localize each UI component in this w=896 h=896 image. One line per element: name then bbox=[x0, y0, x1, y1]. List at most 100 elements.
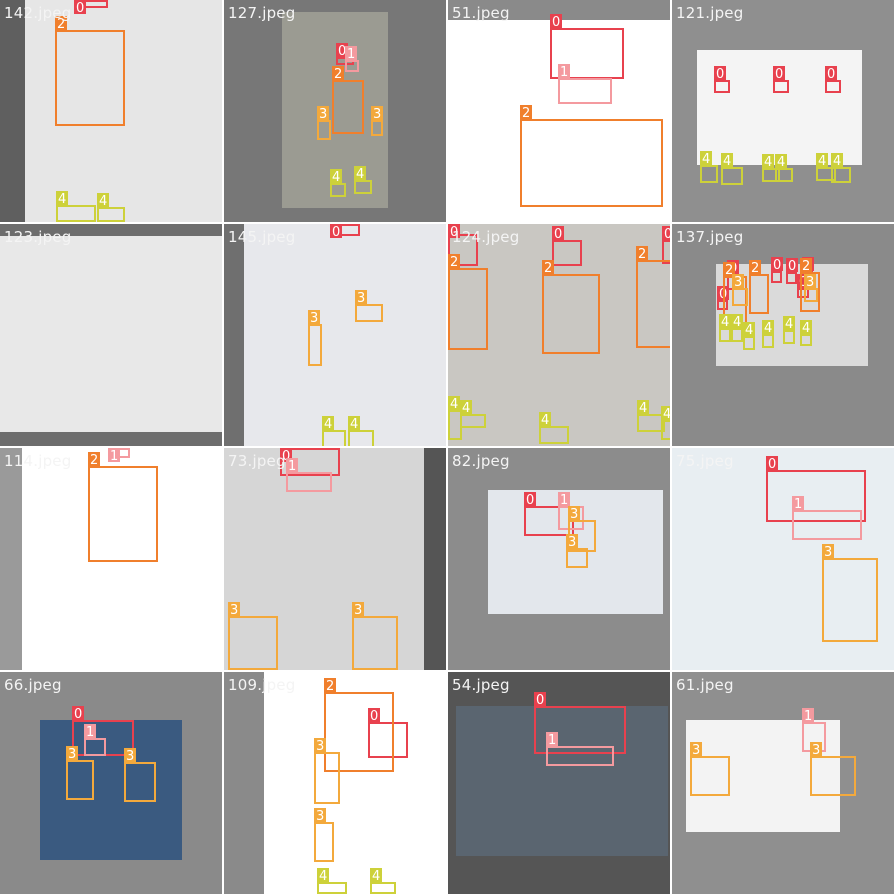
class-label-text: 4 bbox=[356, 167, 364, 182]
class-label-text: 1 bbox=[347, 47, 355, 62]
class-label-tag bbox=[97, 193, 109, 207]
class-label-text: 4 bbox=[332, 170, 340, 185]
tile-canvas: 0 1 3 bbox=[672, 448, 894, 670]
class-label-tag bbox=[637, 400, 649, 414]
detection-box bbox=[317, 120, 331, 140]
class-label-text: 3 bbox=[806, 275, 814, 290]
class-label-tag bbox=[542, 260, 554, 274]
photo-area bbox=[686, 720, 840, 832]
class-label-tag bbox=[762, 154, 774, 168]
detection-box bbox=[542, 274, 600, 354]
class-label-tag bbox=[352, 602, 364, 616]
class-label-tag bbox=[368, 708, 380, 722]
filename-label: 54.jpeg bbox=[452, 676, 510, 694]
class-label-text: 3 bbox=[692, 743, 700, 758]
image-tile[interactable]: 0 2 4 4 142.jpeg bbox=[0, 0, 222, 222]
detection-box bbox=[332, 80, 364, 134]
class-label-tag bbox=[448, 224, 460, 238]
detection-box bbox=[566, 548, 588, 568]
class-label-text: 4 bbox=[639, 401, 647, 416]
class-label-text: 2 bbox=[90, 453, 98, 468]
class-label-text: 3 bbox=[316, 809, 324, 824]
class-label-text: 2 bbox=[802, 259, 810, 274]
class-label-text: 2 bbox=[638, 247, 646, 262]
class-label-tag bbox=[448, 254, 460, 268]
image-tile[interactable]: 0 0 0 4 4 4 4 4 4 121.jpeg bbox=[672, 0, 894, 222]
class-label-tag bbox=[732, 274, 744, 288]
photo-area bbox=[448, 224, 670, 446]
class-label-tag bbox=[831, 153, 843, 167]
detection-box bbox=[786, 272, 797, 284]
detection-box bbox=[766, 470, 866, 522]
image-tile[interactable]: 0 1 3 75.jpeg bbox=[672, 448, 894, 670]
image-tile[interactable]: 0 0 0 2 2 2 4 4 4 4 4 124.jpeg bbox=[448, 224, 670, 446]
detection-box bbox=[831, 167, 851, 183]
tile-canvas: 01 3 3 bbox=[224, 448, 424, 670]
detection-box bbox=[700, 165, 718, 183]
filename-label: 114.jpeg bbox=[4, 452, 72, 470]
class-label-tag bbox=[88, 452, 100, 466]
class-label-tag bbox=[371, 106, 383, 120]
class-label-text: 2 bbox=[522, 106, 530, 121]
class-label-text: 4 bbox=[764, 155, 772, 170]
class-label-tag bbox=[332, 66, 344, 80]
image-tile[interactable]: 0 1 2 51.jpeg bbox=[448, 0, 670, 222]
photo-area bbox=[40, 720, 182, 860]
class-label-tag bbox=[771, 257, 783, 271]
filename-label: 121.jpeg bbox=[676, 4, 744, 22]
class-label-text: 4 bbox=[723, 154, 731, 169]
image-tile[interactable]: 1 2 114.jpeg bbox=[0, 448, 222, 670]
class-label-text: 0 bbox=[554, 227, 562, 242]
image-tile[interactable]: 00034444123.jpeg bbox=[0, 224, 222, 446]
detection-box bbox=[771, 271, 782, 283]
detection-box bbox=[792, 510, 862, 540]
class-label-text: 4 bbox=[663, 407, 670, 422]
detection-box bbox=[775, 168, 793, 182]
detection-box bbox=[368, 722, 408, 758]
class-label-tag bbox=[792, 496, 804, 510]
class-label-tag bbox=[124, 748, 136, 762]
class-label-text: 3 bbox=[734, 275, 742, 290]
image-tile[interactable]: 1 3 3 61.jpeg bbox=[672, 672, 894, 894]
filename-label: 109.jpeg bbox=[228, 676, 296, 694]
class-label-tag bbox=[719, 314, 731, 328]
filename-label: 61.jpeg bbox=[676, 676, 734, 694]
image-tile[interactable]: 0 1 3 3 66.jpeg bbox=[0, 672, 222, 894]
class-label-text: 0 bbox=[450, 225, 458, 240]
class-label-text: 1 bbox=[794, 497, 802, 512]
detection-box bbox=[662, 240, 670, 264]
class-label-text: 4 bbox=[319, 869, 327, 884]
image-tile[interactable]: 0 2 3 3 4 4 109.jpeg bbox=[224, 672, 446, 894]
detection-box bbox=[348, 430, 374, 446]
image-tile[interactable]: 0 1 3 3 73.jpeg bbox=[224, 448, 446, 670]
class-label-tag bbox=[800, 320, 812, 334]
detection-box bbox=[558, 78, 612, 104]
class-label-tag bbox=[552, 226, 564, 240]
image-tile[interactable]: 0 1 2 3 3 4 4 127.jpeg bbox=[224, 0, 446, 222]
class-label-tag bbox=[348, 416, 360, 430]
image-tile[interactable]: 0 1 54.jpeg bbox=[448, 672, 670, 894]
class-label-text: 3 bbox=[310, 311, 318, 326]
filename-label: 145.jpeg bbox=[228, 228, 296, 246]
detection-box bbox=[717, 300, 728, 310]
class-label-tag bbox=[460, 400, 472, 414]
class-label-tag bbox=[558, 492, 570, 506]
class-label-text: 4 bbox=[777, 155, 785, 170]
class-label-tag bbox=[108, 448, 120, 462]
detection-box bbox=[732, 288, 748, 306]
detection-box bbox=[324, 692, 394, 772]
image-tile[interactable]: 00000022233444444137.jpeg bbox=[672, 224, 894, 446]
detection-box bbox=[88, 466, 158, 562]
detection-box bbox=[822, 558, 878, 642]
image-tile[interactable]: 0 3 3 4 4 145.jpeg bbox=[224, 224, 446, 446]
detection-box bbox=[804, 288, 818, 302]
detection-box bbox=[308, 324, 322, 366]
class-label-tag bbox=[534, 692, 546, 706]
class-label-text: 3 bbox=[316, 739, 324, 754]
class-label-text: 0 bbox=[775, 67, 783, 82]
class-label-text: 4 bbox=[450, 397, 458, 412]
image-tile[interactable]: 0 1 3 3 82.jpeg bbox=[448, 448, 670, 670]
detection-box bbox=[355, 304, 383, 322]
photo-area bbox=[456, 706, 668, 856]
class-label-tag bbox=[355, 290, 367, 304]
